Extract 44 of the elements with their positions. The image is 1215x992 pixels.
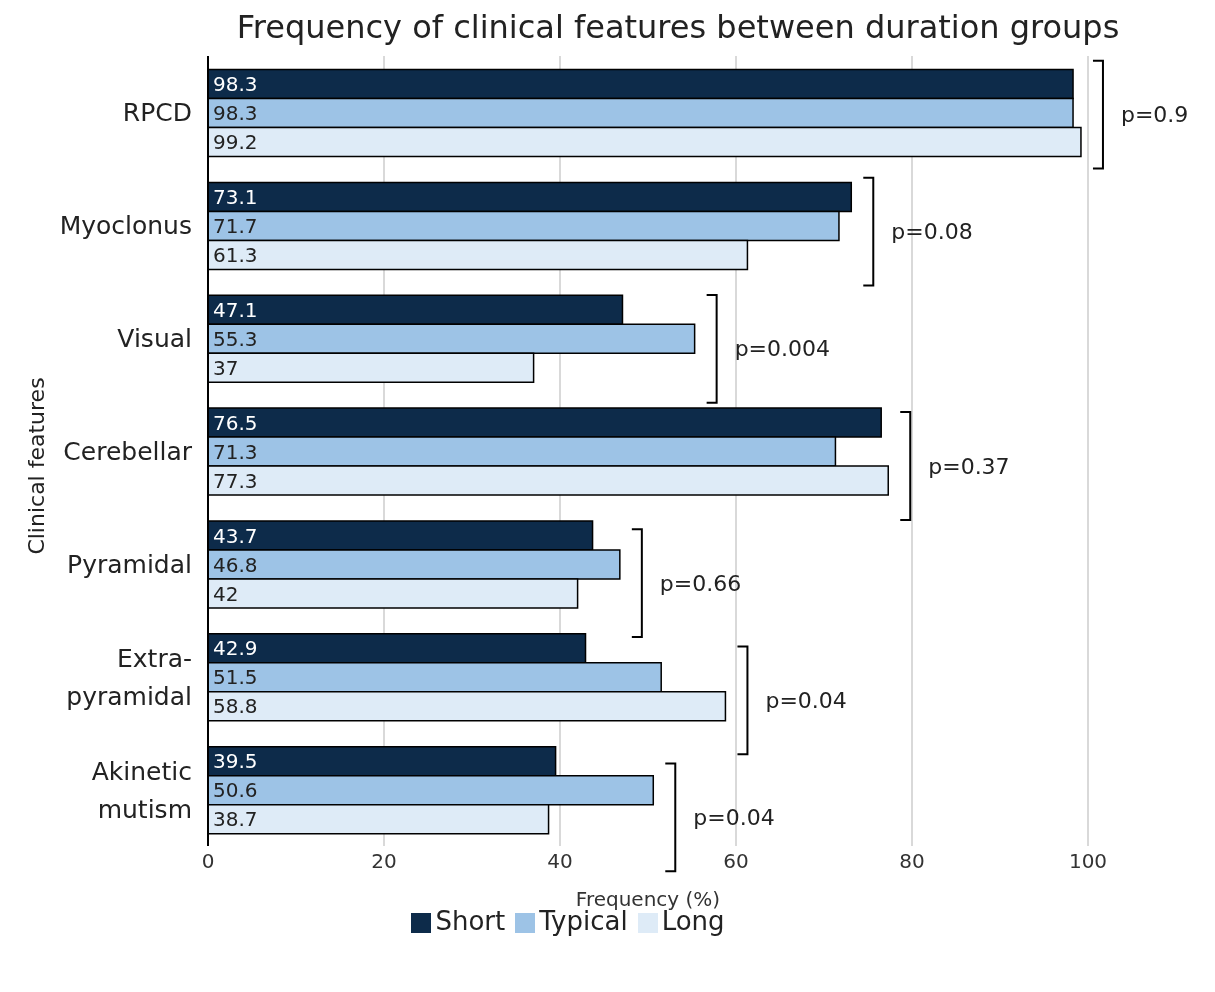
- data-label: 51.5: [213, 665, 258, 690]
- data-label: 98.3: [213, 101, 258, 126]
- y-tick-label: Akinetic mutism: [91, 756, 192, 824]
- x-tick-label: 100: [1068, 849, 1108, 874]
- annotation: p=0.04: [693, 804, 775, 830]
- annotation: p=0.66: [659, 570, 742, 596]
- data-label: 43.7: [213, 523, 258, 548]
- chart-title: Frequency of clinical features between duration groups: [235, 8, 1121, 46]
- data-label: 47.1: [213, 297, 258, 322]
- data-label: 99.2: [213, 130, 258, 155]
- annotation: p=0.37: [928, 453, 1010, 479]
- data-label: 37: [213, 355, 239, 380]
- data-label: 98.3: [213, 72, 258, 97]
- data-label: 39.5: [213, 749, 258, 774]
- data-label: 42.9: [213, 636, 258, 661]
- data-label: 61.3: [213, 243, 258, 267]
- data-label: 73.1: [213, 185, 258, 209]
- data-label: 46.8: [213, 552, 258, 577]
- legend-label: Short: [435, 906, 506, 936]
- x-tick-label: 40: [547, 849, 573, 874]
- y-tick-label: Myoclonus: [59, 210, 192, 240]
- data-label: 76.5: [213, 410, 258, 435]
- text: p=0.9: [1120, 102, 1189, 128]
- x-tick-label: 80: [899, 849, 925, 874]
- x-tick-label: 20: [371, 849, 397, 874]
- y-tick-label: Extra- pyramidal: [66, 643, 192, 711]
- y-tick-label: Cerebellar: [63, 436, 193, 466]
- annotation: p=0.004: [734, 336, 831, 362]
- data-label: 77.3: [213, 468, 258, 493]
- y-tick-label: Pyramidal: [67, 549, 192, 579]
- data-label: 38.7: [213, 807, 258, 832]
- data-label: 55.3: [213, 326, 258, 351]
- data-label: 71.3: [213, 439, 258, 464]
- data-label: 50.6: [213, 778, 258, 803]
- y-axis-title: Clinical features: [23, 377, 49, 555]
- x-tick-label: 0: [201, 849, 215, 874]
- data-label: 42: [213, 581, 239, 606]
- annotation: p=0.04: [765, 687, 847, 713]
- data-label: 58.8: [213, 694, 258, 719]
- y-tick-label: RPCD: [122, 97, 192, 127]
- data-label: 71.7: [213, 214, 258, 238]
- y-tick-label: Visual: [117, 323, 192, 353]
- annotation: p=0.08: [891, 219, 973, 245]
- x-tick-label: 60: [723, 849, 749, 874]
